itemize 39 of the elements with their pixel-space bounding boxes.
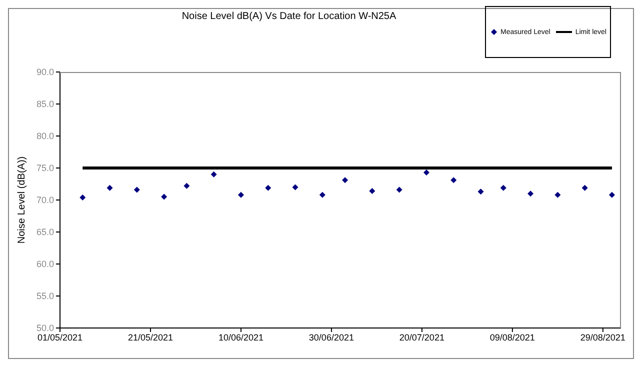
point [582, 184, 588, 191]
point [396, 186, 402, 193]
y-tick-label: 80.0 [36, 131, 54, 142]
point [80, 194, 86, 200]
point [500, 184, 506, 191]
x-tick-label: 21/05/2021 [128, 332, 174, 342]
point [450, 177, 457, 184]
point [342, 177, 348, 184]
point [134, 186, 140, 193]
point [423, 169, 430, 176]
chart-title: Noise Level dB(A) Vs Date for Location W-N25A [180, 11, 398, 22]
y-tick-label: 70.0 [36, 195, 54, 206]
x-tick-label: 29/08/2021 [580, 332, 626, 342]
y-tick-label: 50.0 [36, 323, 54, 334]
point [184, 182, 190, 189]
y-axis-title: Noise Level (dB(A)) [16, 156, 28, 244]
point [319, 192, 326, 198]
point [528, 190, 534, 197]
y-tick-label: 85.0 [36, 99, 54, 110]
y-tick-label: 55.0 [36, 291, 54, 302]
point [238, 192, 244, 198]
x-tick-label: 10/06/2021 [218, 332, 264, 342]
x-tick-label: 01/05/2021 [37, 332, 83, 342]
point [608, 192, 615, 198]
point [554, 192, 561, 198]
x-tick-label: 20/07/2021 [399, 332, 444, 342]
y-tick-label: 60.0 [36, 259, 54, 270]
x-tick-label: 09/08/2021 [490, 332, 535, 342]
point [292, 184, 298, 190]
point [210, 171, 217, 178]
y-tick-label: 90.0 [36, 67, 54, 78]
point [265, 184, 272, 191]
point [369, 188, 376, 194]
point [478, 188, 484, 195]
x-tick-label: 30/06/2021 [308, 332, 354, 342]
y-tick-label: 65.0 [36, 227, 54, 238]
point [106, 184, 113, 191]
point [161, 194, 168, 200]
y-tick-label: 75.0 [36, 163, 54, 174]
